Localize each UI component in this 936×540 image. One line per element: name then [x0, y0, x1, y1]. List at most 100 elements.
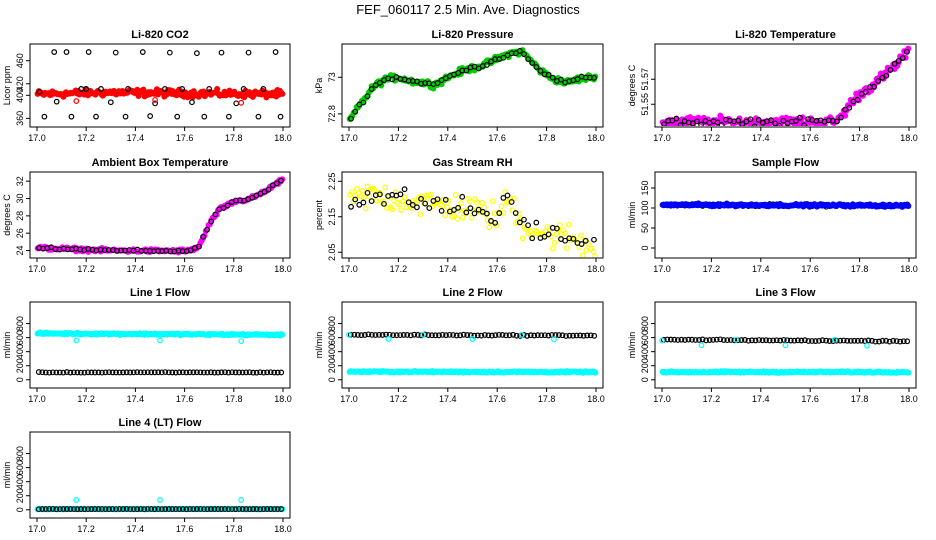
chart-panel: Line 3 Flow ml/min 17.0 17.2 17.4 17.6 17.8 18.…	[627, 287, 918, 404]
data-point	[706, 337, 713, 343]
data-point	[139, 49, 146, 55]
data-point	[197, 369, 204, 376]
data-point	[770, 337, 777, 344]
data-point	[904, 48, 910, 55]
data-point	[414, 332, 421, 338]
x-tick-label: 17.0	[340, 264, 358, 274]
x-tick-label: 18.0	[274, 524, 292, 534]
data-point	[488, 58, 494, 65]
y-tick-label: 26	[15, 228, 25, 238]
data-point	[274, 506, 281, 512]
data-point	[404, 332, 411, 338]
data-point	[549, 245, 556, 252]
data-point	[858, 337, 865, 344]
data-point	[588, 258, 593, 263]
data-point	[832, 336, 838, 343]
data-point	[895, 57, 902, 64]
data-point	[250, 506, 257, 512]
data-point	[905, 369, 912, 376]
x-tick-label: 17.6	[801, 394, 819, 404]
data-point	[558, 76, 564, 83]
y-tick-label: 200	[327, 358, 337, 373]
y-axis-label: degrees C	[627, 64, 637, 106]
data-point	[883, 337, 889, 344]
x-tick-label: 17.2	[390, 264, 408, 274]
data-point	[763, 337, 769, 344]
data-point	[204, 506, 211, 512]
chart-panel: Gas Stream RH percent 17.0 17.2 17.4 17.6 17.8…	[314, 157, 605, 274]
data-point	[53, 98, 60, 105]
data-point	[411, 331, 418, 338]
data-point	[278, 177, 284, 184]
data-point	[53, 506, 60, 513]
data-point	[218, 506, 225, 512]
data-point	[792, 118, 799, 124]
data-point	[85, 49, 92, 55]
x-tick-label: 18.0	[274, 264, 292, 274]
data-point	[429, 332, 435, 339]
chart-title: Line 2 Flow	[443, 287, 503, 299]
data-point	[899, 55, 906, 61]
data-point	[384, 205, 390, 211]
plot-area	[34, 329, 286, 376]
data-point	[46, 506, 53, 512]
y-axis-label: kPa	[314, 78, 324, 94]
x-tick-label: 17.6	[488, 133, 506, 143]
y-axis-label: ml/min	[627, 332, 637, 359]
y-tick-label: 420	[15, 76, 25, 91]
data-point	[265, 186, 272, 193]
data-point	[141, 369, 148, 376]
data-point	[689, 336, 695, 343]
data-point	[452, 192, 459, 198]
x-tick-label: 17.8	[538, 394, 556, 404]
data-point	[498, 203, 505, 210]
data-point	[507, 196, 514, 202]
data-point	[225, 113, 232, 120]
data-point	[229, 506, 235, 512]
data-point	[357, 193, 364, 200]
data-point	[238, 338, 245, 345]
data-point	[570, 235, 577, 242]
chart-panel: Ambient Box Temperature degrees C 17.0 17.2…	[2, 157, 292, 274]
y-tick-label: 400	[640, 344, 650, 359]
data-point	[784, 337, 791, 344]
data-point	[802, 337, 808, 344]
data-point	[193, 369, 200, 376]
x-tick-label: 17.0	[340, 133, 358, 143]
data-point	[352, 196, 359, 203]
plot-area	[659, 200, 912, 210]
data-point	[425, 332, 432, 338]
y-tick-label: 600	[15, 460, 25, 475]
data-point	[455, 70, 461, 76]
series-black	[348, 186, 597, 263]
data-point	[541, 233, 548, 240]
data-point	[776, 122, 783, 126]
data-point	[239, 369, 246, 376]
data-point	[519, 331, 525, 338]
data-point	[678, 336, 685, 343]
data-point	[348, 115, 354, 122]
data-point	[260, 369, 267, 376]
data-point	[102, 369, 109, 376]
data-point	[361, 194, 367, 201]
data-point	[438, 202, 445, 209]
data-point	[674, 337, 681, 343]
data-point	[53, 369, 60, 376]
data-point	[791, 337, 798, 344]
data-point	[500, 54, 507, 61]
y-axis-label: ml/min	[2, 462, 12, 489]
data-point	[418, 195, 424, 202]
data-point	[545, 332, 552, 339]
data-point	[780, 117, 787, 124]
data-point	[211, 506, 218, 512]
data-point	[577, 332, 584, 339]
data-point	[883, 72, 890, 79]
data-point	[838, 114, 844, 121]
chart-title: Li-820 CO2	[131, 29, 188, 41]
plot-area	[346, 183, 599, 263]
y-tick-label: 0	[15, 507, 25, 512]
data-point	[99, 369, 105, 376]
data-point	[162, 369, 169, 376]
x-tick-label: 17.6	[488, 394, 506, 404]
data-point	[463, 209, 470, 216]
